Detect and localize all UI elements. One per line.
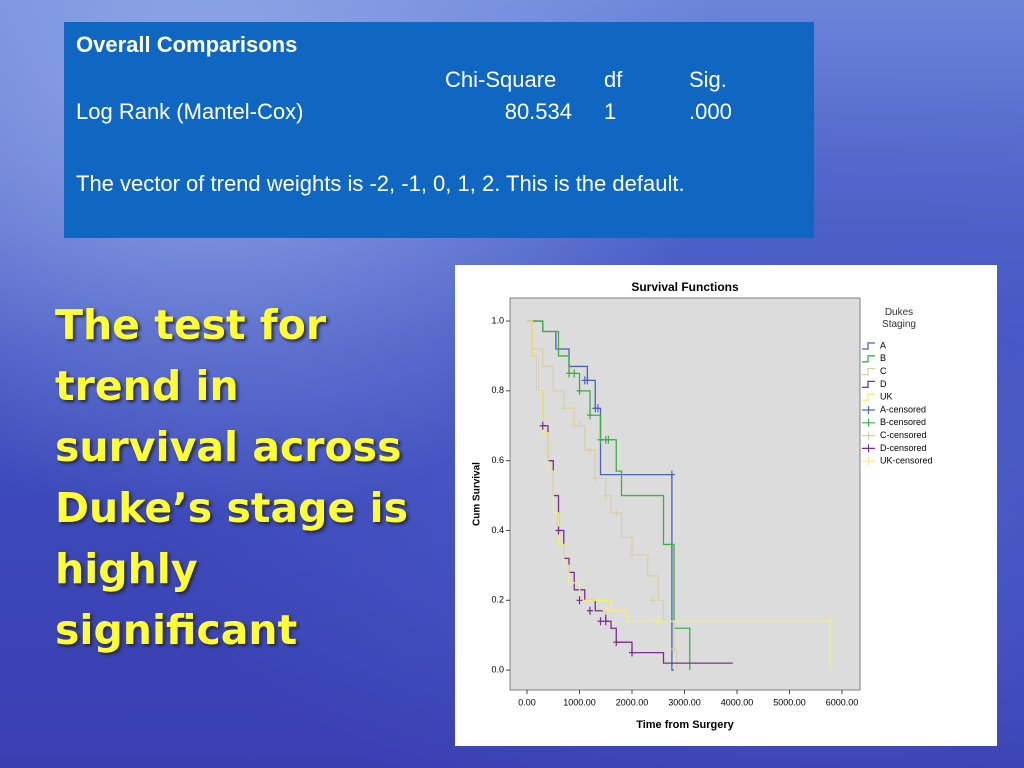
legend-label: B-censored — [880, 417, 926, 427]
y-tick-label: 0.0 — [491, 664, 504, 674]
censor-mark — [576, 421, 583, 430]
censor-mark — [571, 421, 578, 430]
censor-mark — [826, 617, 833, 626]
y-tick-label: 0.6 — [491, 455, 504, 465]
x-tick-label: 4000.00 — [721, 697, 754, 707]
table-cell: 1 — [604, 99, 617, 124]
legend-icon — [862, 418, 875, 427]
y-tick-label: 0.2 — [491, 595, 504, 605]
chart: Survival Functions Time from Surgery Cum… — [455, 265, 997, 746]
censor-mark — [571, 369, 578, 378]
x-axis-label: Time from Surgery — [636, 719, 734, 731]
legend-label: A — [880, 340, 886, 350]
censor-mark — [597, 617, 604, 626]
censor-mark — [539, 421, 546, 430]
censor-mark — [613, 509, 620, 518]
legend-label: UK-censored — [880, 456, 933, 466]
censor-mark — [668, 470, 675, 479]
headline: The test for trend in survival across Du… — [55, 301, 409, 654]
censor-mark — [629, 550, 636, 559]
x-tick-label: 2000.00 — [616, 697, 649, 707]
censor-mark — [555, 526, 562, 535]
x-tick-label: 5000.00 — [773, 697, 806, 707]
legend-icon — [862, 457, 875, 466]
censor-mark — [584, 376, 591, 385]
table-cell: .000 — [689, 99, 732, 124]
y-tick-label: 1.0 — [491, 315, 504, 325]
plot-area — [509, 297, 861, 691]
censor-mark — [597, 435, 604, 444]
legend-label: A-censored — [880, 404, 926, 414]
legend-icon — [862, 431, 875, 440]
chart-title: Survival Functions — [631, 280, 739, 294]
censor-mark — [605, 435, 612, 444]
censor-mark — [587, 446, 594, 455]
legend-label: UK — [880, 392, 893, 402]
table-cell: 80.534 — [504, 99, 572, 124]
table-header: df — [604, 67, 623, 92]
chart-svg: Survival Functions Time from Surgery Cum… — [472, 280, 933, 731]
censor-mark — [587, 411, 594, 420]
survival-line — [527, 320, 831, 671]
censor-mark — [602, 606, 609, 615]
x-tick-label: 1000.00 — [563, 697, 596, 707]
legend-icon — [862, 393, 875, 401]
censor-mark — [671, 645, 678, 654]
legend-label: D-censored — [880, 443, 927, 453]
table-note: The vector of trend weights is -2, -1, 0… — [76, 171, 685, 196]
censor-mark — [629, 648, 636, 657]
x-tick-label: 0.00 — [518, 697, 536, 707]
legend-title: Dukes Staging — [882, 307, 916, 330]
legend-icon — [862, 367, 875, 376]
legend-icon — [862, 444, 875, 453]
censor-mark — [602, 491, 609, 500]
stats-box: Overall Comparisons Chi-Square df Sig. L… — [64, 22, 814, 238]
censor-mark — [576, 386, 583, 395]
censor-mark — [592, 474, 599, 483]
legend-label: B — [880, 353, 886, 363]
censor-mark — [594, 404, 601, 413]
y-axis-label: Cum Survival — [472, 462, 483, 526]
legend-label: C-censored — [880, 430, 927, 440]
censor-mark — [655, 617, 662, 626]
censor-mark — [576, 596, 583, 605]
survival-line — [527, 320, 691, 671]
table-cell: Log Rank (Mantel-Cox) — [76, 99, 304, 124]
censor-mark — [602, 617, 609, 626]
y-tick-label: 0.8 — [491, 385, 504, 395]
censor-mark — [650, 596, 657, 605]
y-tick-label: 0.4 — [491, 525, 504, 535]
table-title: Overall Comparisons — [76, 32, 298, 57]
legend-label: C — [880, 366, 887, 376]
legend-icon — [862, 406, 875, 414]
censor-mark — [566, 369, 573, 378]
table-header: Chi-Square — [445, 67, 557, 92]
table-header: Sig. — [689, 67, 727, 92]
legend-icon — [862, 342, 875, 350]
censor-mark — [613, 638, 620, 647]
legend-icon — [862, 380, 875, 389]
legend-icon — [862, 355, 875, 363]
x-tick-label: 3000.00 — [668, 697, 701, 707]
legend-label: D — [880, 379, 887, 389]
censor-mark — [587, 606, 594, 615]
x-tick-label: 6000.00 — [826, 697, 859, 707]
censor-mark — [560, 404, 567, 413]
